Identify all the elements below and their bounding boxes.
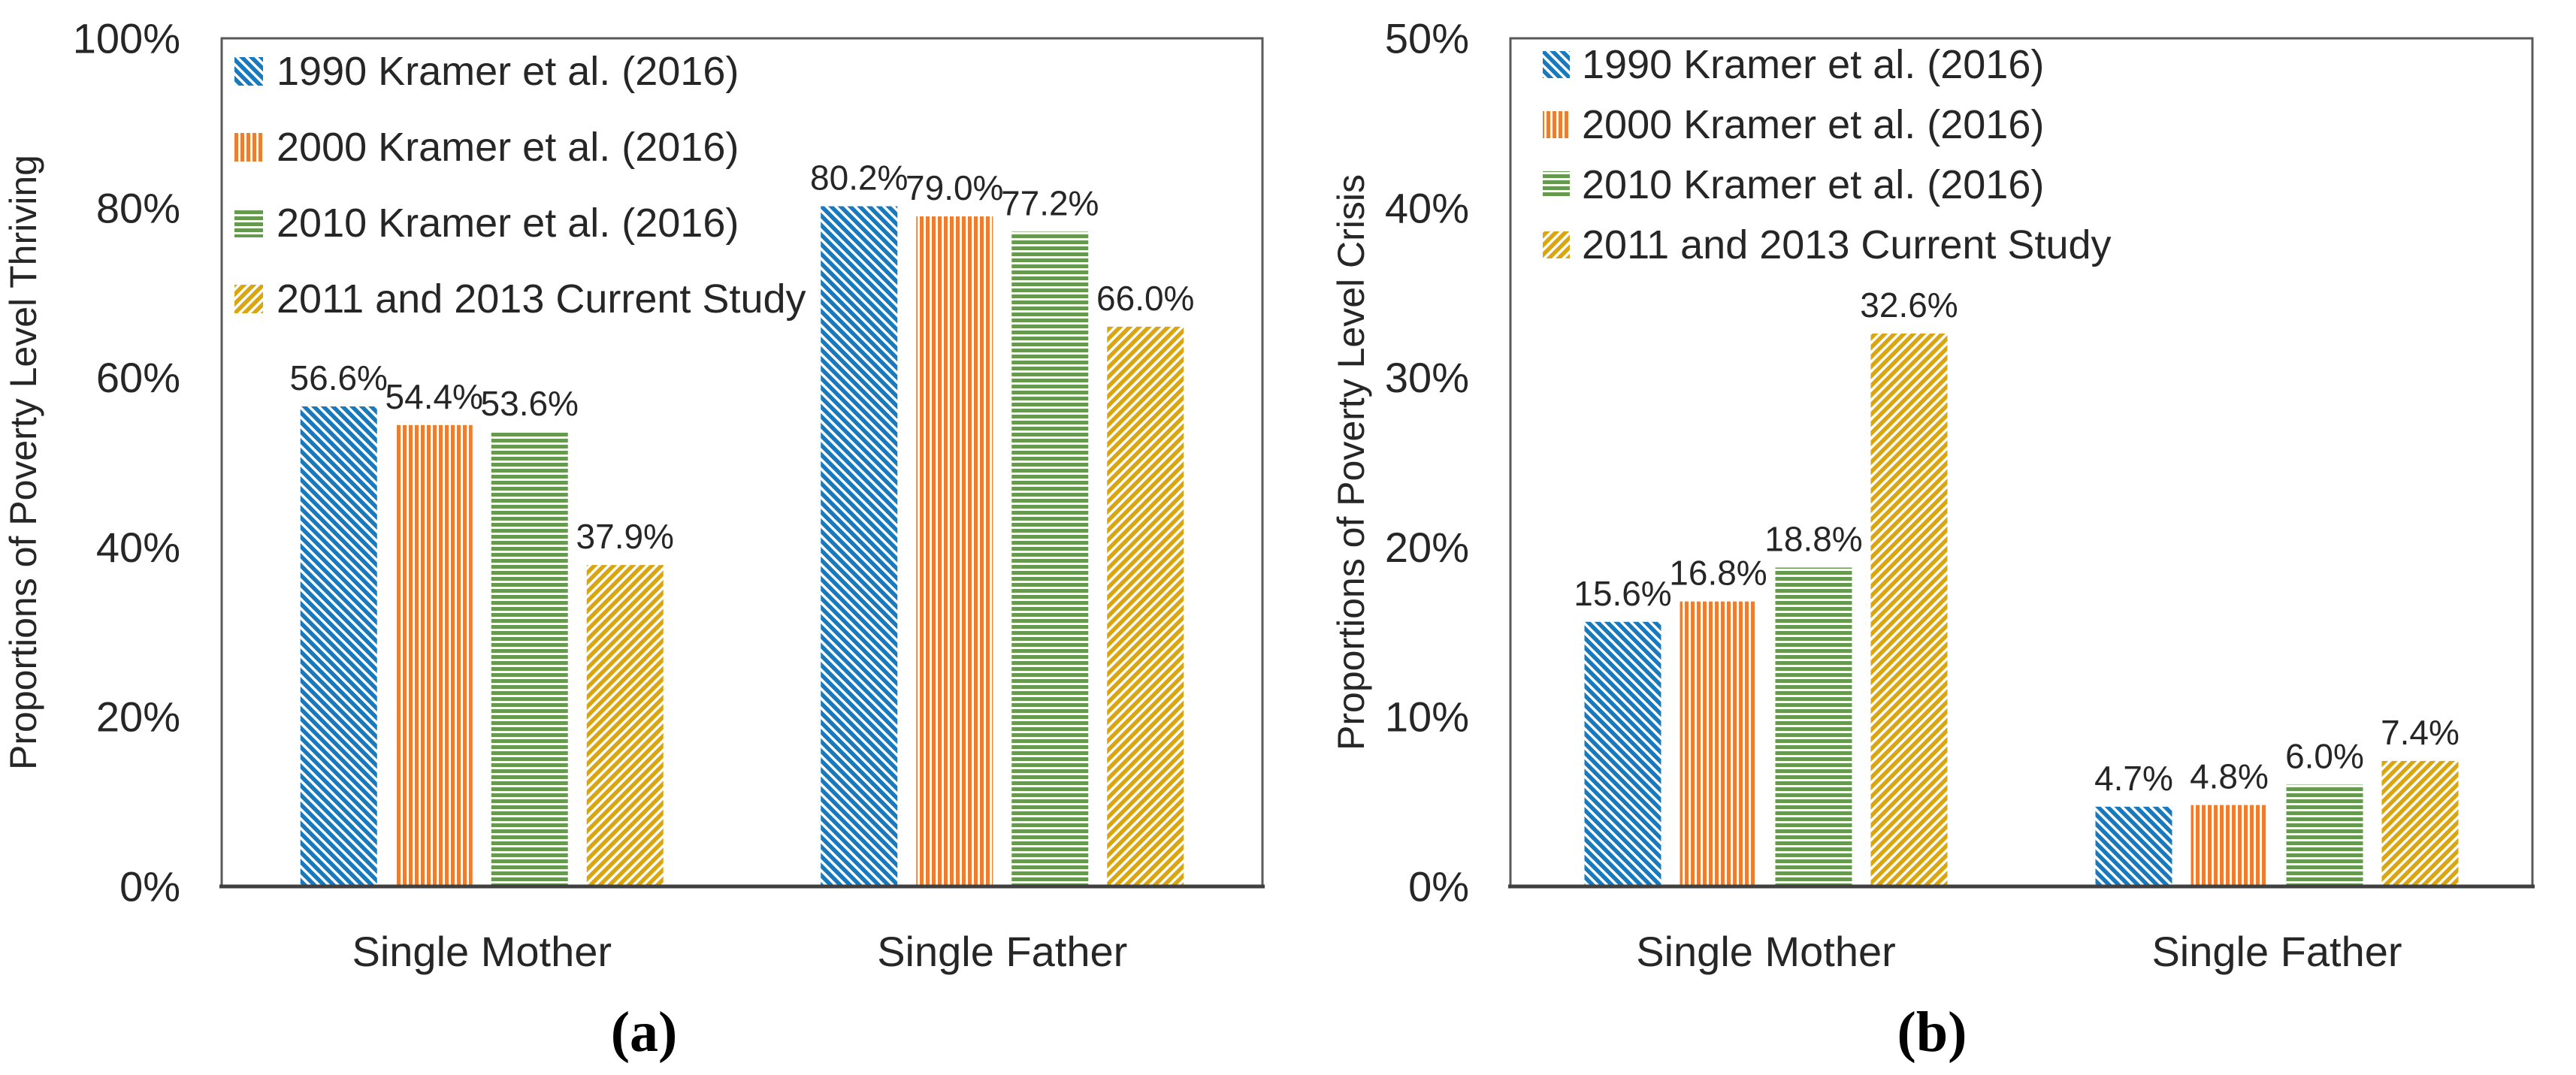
bar-value-label: 80.2% xyxy=(810,159,908,198)
bar xyxy=(1011,231,1089,886)
legend-label: 2010 Kramer et al. (2016) xyxy=(277,201,739,246)
legend-swatch xyxy=(234,133,263,162)
legend-label: 2000 Kramer et al. (2016) xyxy=(277,125,739,170)
bar xyxy=(1870,333,1948,887)
category-label: Single Mother xyxy=(352,928,612,975)
legend-swatch xyxy=(1543,51,1570,78)
legend-label: 2011 and 2013 Current Study xyxy=(277,276,806,322)
bar xyxy=(1775,567,1852,886)
bar xyxy=(2095,806,2172,886)
bar-value-label: 16.8% xyxy=(1669,554,1767,593)
legend-label: 2010 Kramer et al. (2016) xyxy=(1582,162,2044,207)
legend-swatch xyxy=(1543,231,1570,258)
bar-value-label: 15.6% xyxy=(1574,574,1671,613)
bar-value-label: 4.7% xyxy=(2094,759,2173,798)
y-tick-label: 80% xyxy=(96,184,180,231)
bar xyxy=(2381,760,2459,886)
y-axis-title: Proportions of Poverty Level Crisis xyxy=(1330,174,1372,750)
panel-b: 0% 10% 20% 30% 40% 50% Proportions of Poverty … xyxy=(1288,0,2576,1075)
category-label: Single Father xyxy=(2151,928,2402,975)
legend-label: 1990 Kramer et al. (2016) xyxy=(277,49,739,94)
bar-value-label: 77.2% xyxy=(1001,183,1099,222)
bar-value-label: 4.8% xyxy=(2190,757,2269,796)
category-label: Single Father xyxy=(877,928,1127,975)
bar-chart-crisis: 0% 10% 20% 30% 40% 50% Proportions of Poverty … xyxy=(1330,15,2535,975)
legend-label: 1990 Kramer et al. (2016) xyxy=(1582,42,2044,87)
bar-value-label: 18.8% xyxy=(1764,519,1862,558)
category-label: Single Mother xyxy=(1636,928,1896,975)
bar xyxy=(1584,621,1661,886)
y-tick-label: 50% xyxy=(1385,15,1469,62)
bar-value-label: 79.0% xyxy=(906,168,1003,207)
panel-a: 0% 20% 40% 60% 80% 100% Proportions of Poverty… xyxy=(2,15,1265,1064)
y-tick-label: 40% xyxy=(1385,184,1469,231)
y-tick-label: 60% xyxy=(96,354,180,401)
bar xyxy=(491,431,568,886)
bar-value-label: 56.6% xyxy=(290,358,388,397)
bar xyxy=(395,424,473,886)
legend-label: 2000 Kramer et al. (2016) xyxy=(1582,102,2044,147)
legend-label: 2011 and 2013 Current Study xyxy=(1582,222,2112,267)
bar xyxy=(300,406,377,886)
bar-value-label: 6.0% xyxy=(2285,737,2364,776)
y-axis-title: Proportions of Poverty Level Thriving xyxy=(2,155,44,770)
y-tick-label: 20% xyxy=(96,693,180,741)
legend-swatch xyxy=(1543,111,1570,138)
bar-value-label: 66.0% xyxy=(1096,279,1194,318)
panel-b-caption: (b) xyxy=(1897,1001,1967,1064)
bar-value-label: 7.4% xyxy=(2381,713,2460,752)
y-tick-label: 40% xyxy=(96,524,180,571)
bar xyxy=(1680,601,1757,886)
bar xyxy=(586,565,664,886)
legend-swatch xyxy=(234,57,263,86)
bar xyxy=(1107,326,1184,886)
y-tick-label: 100% xyxy=(73,15,180,62)
bar-chart-thriving: 0% 20% 40% 60% 80% 100% Proportions of Poverty… xyxy=(2,15,1265,975)
bar xyxy=(2191,805,2268,886)
bar xyxy=(2286,784,2363,886)
y-tick-label: 0% xyxy=(119,863,180,910)
panel-a-caption: (a) xyxy=(610,1001,678,1064)
legend-swatch xyxy=(1543,171,1570,198)
bar xyxy=(916,216,993,887)
bar xyxy=(821,206,898,886)
y-tick-label: 30% xyxy=(1385,354,1469,401)
y-tick-label: 10% xyxy=(1385,693,1469,741)
bar-value-label: 54.4% xyxy=(385,377,483,416)
bar-value-label: 53.6% xyxy=(481,384,579,423)
y-tick-label: 0% xyxy=(1408,863,1469,910)
bar-value-label: 32.6% xyxy=(1860,285,1958,325)
y-tick-label: 20% xyxy=(1385,524,1469,571)
legend-swatch xyxy=(234,209,263,237)
legend-swatch xyxy=(234,285,263,313)
bar-value-label: 37.9% xyxy=(576,517,674,556)
